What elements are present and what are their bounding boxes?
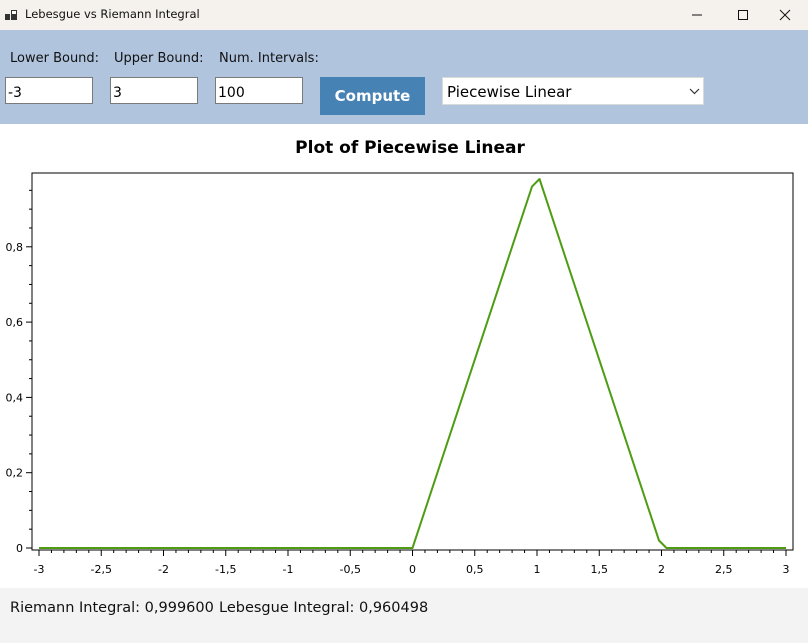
num-intervals-label: Num. Intervals: xyxy=(219,51,319,66)
upper-bound-input[interactable] xyxy=(110,77,198,104)
x-tick-label: 3 xyxy=(783,563,790,576)
chevron-down-icon xyxy=(689,88,700,95)
window-title: Lebesgue vs Riemann Integral xyxy=(25,7,200,21)
title-bar: Lebesgue vs Riemann Integral xyxy=(0,0,808,30)
maximize-icon xyxy=(738,10,748,20)
lower-bound-input[interactable] xyxy=(5,77,93,104)
riemann-integral-text: Riemann Integral: 0,999600 xyxy=(10,600,214,616)
x-tick-label: 1 xyxy=(534,563,541,576)
y-tick-label: 0,2 xyxy=(6,467,24,480)
minimize-icon xyxy=(692,14,702,16)
plot-area: Plot of Piecewise Linear -3 -2,5 -2 -1,5 -1 -0… xyxy=(0,124,808,588)
input-panel: Lower Bound: Upper Bound: Num. Intervals… xyxy=(0,30,808,124)
app-icon xyxy=(5,10,17,20)
x-tick-label: -3 xyxy=(34,563,45,576)
y-tick-label: 0,8 xyxy=(6,241,24,254)
series-line xyxy=(39,178,786,549)
close-button[interactable] xyxy=(762,0,808,30)
x-tick-label: 0 xyxy=(409,563,416,576)
num-intervals-input[interactable] xyxy=(215,77,303,104)
minimize-button[interactable] xyxy=(674,0,720,30)
function-select[interactable]: Piecewise Linear xyxy=(442,77,704,105)
y-tick-label: 0,6 xyxy=(6,316,24,329)
y-tick-label: 0 xyxy=(16,542,23,555)
x-tick-label: 0,5 xyxy=(466,563,484,576)
lower-bound-label: Lower Bound: xyxy=(10,51,100,66)
x-tick-label: -0,5 xyxy=(340,563,361,576)
x-tick-label: 2 xyxy=(658,563,665,576)
line-chart: Plot of Piecewise Linear -3 -2,5 -2 -1,5 -1 -0… xyxy=(6,138,794,576)
compute-button[interactable]: Compute xyxy=(320,77,425,115)
maximize-button[interactable] xyxy=(720,0,766,30)
x-tick-label: -2 xyxy=(158,563,169,576)
upper-bound-label: Upper Bound: xyxy=(114,51,204,66)
x-tick-label: -1 xyxy=(283,563,294,576)
y-tick-label: 0,4 xyxy=(6,391,24,404)
function-select-value: Piecewise Linear xyxy=(447,83,572,101)
x-tick-label: -2,5 xyxy=(91,563,112,576)
x-tick-label: 1,5 xyxy=(591,563,609,576)
x-tick-label: 2,5 xyxy=(715,563,733,576)
plot-frame xyxy=(31,172,794,551)
chart-title: Plot of Piecewise Linear xyxy=(295,138,525,158)
status-bar: Riemann Integral: 0,999600 Lebesgue Inte… xyxy=(0,588,808,643)
close-icon xyxy=(779,9,791,21)
x-tick-label: -1,5 xyxy=(215,563,236,576)
lebesgue-integral-text: Lebesgue Integral: 0,960498 xyxy=(219,600,429,616)
